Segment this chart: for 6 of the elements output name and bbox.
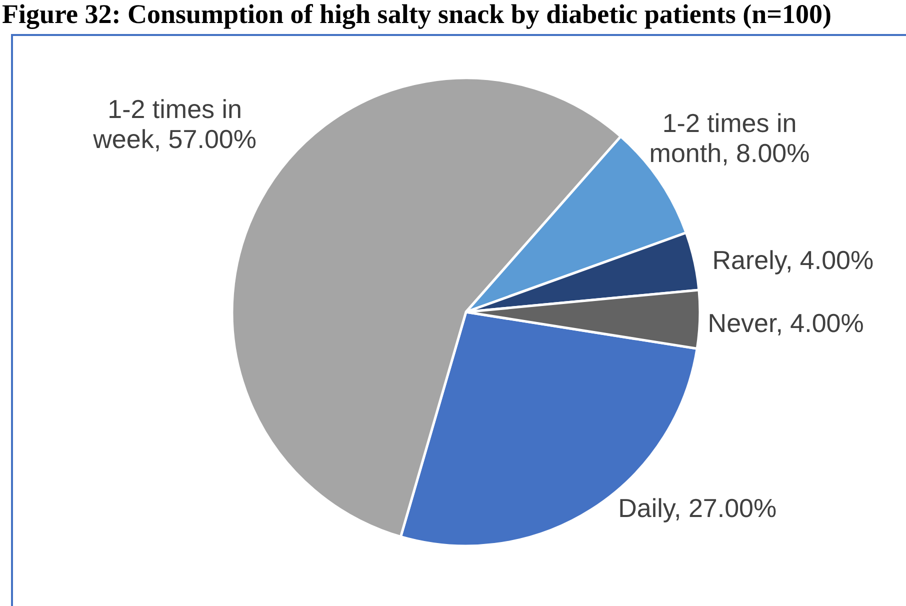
slice-label: Never, 4.00% [708,308,864,338]
slice-label: Rarely, 4.00% [712,244,874,275]
slice-label: Daily, 27.00% [618,492,777,523]
slice-label: 1-2 times in month, 8.00% [649,108,810,168]
chart-title: Figure 32: Consumption of high salty snack by diabetic patients (n=100) [2,0,832,29]
slice-label: 1-2 times in week, 57.00% [92,94,256,154]
